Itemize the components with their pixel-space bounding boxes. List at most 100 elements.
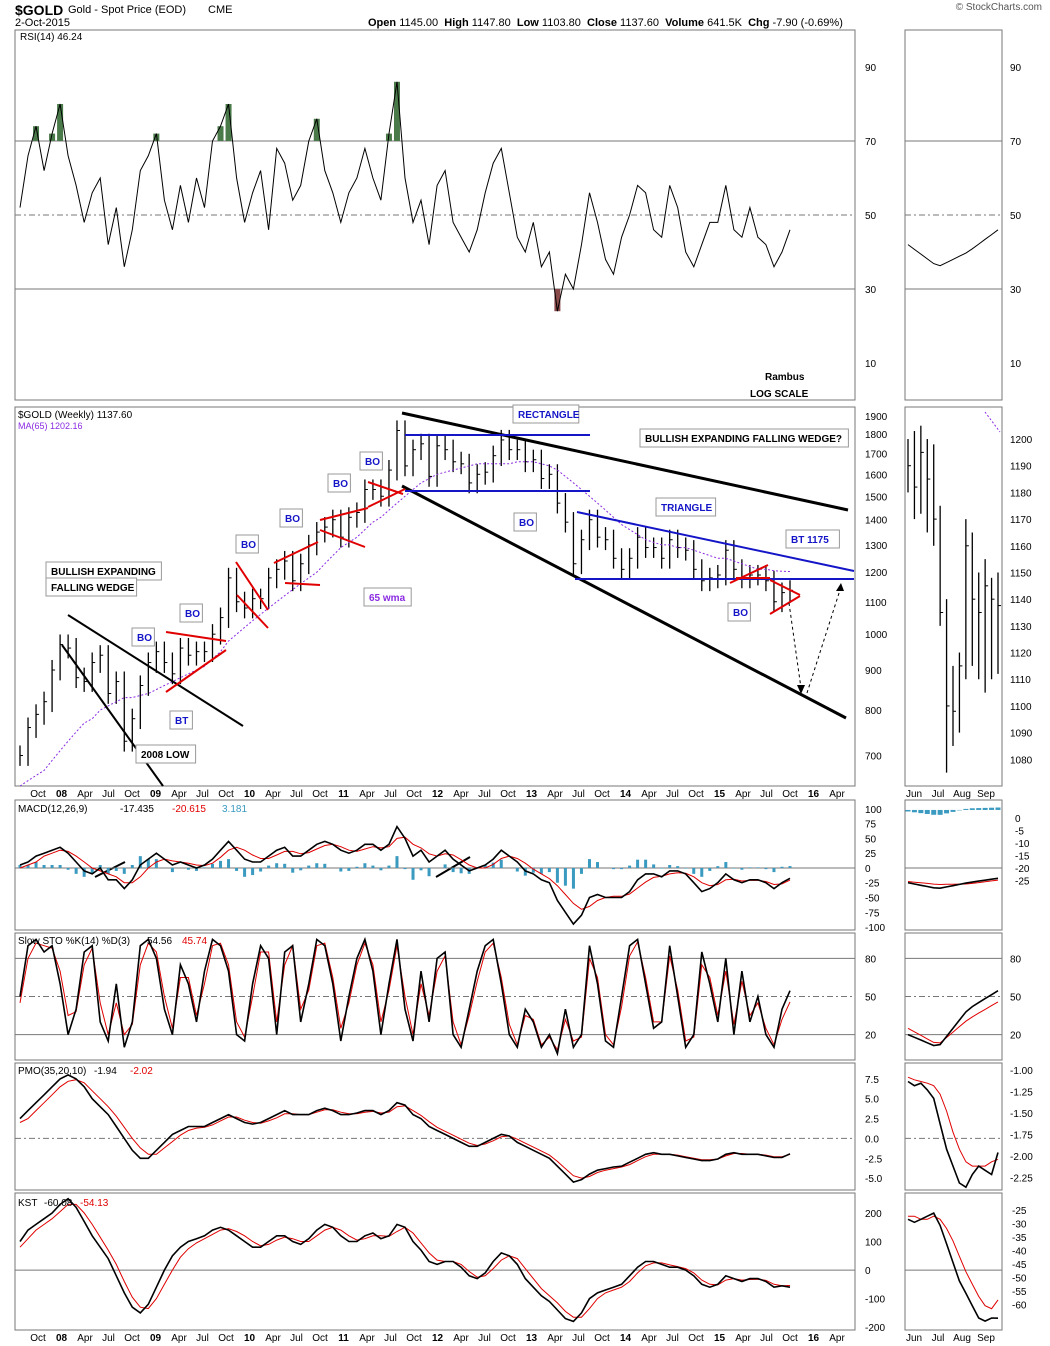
daily-tick-1200: 1200 — [1010, 435, 1033, 446]
macd-hist-bar — [764, 867, 768, 870]
exchange-label: CME — [208, 4, 233, 16]
x-axis-mid-label-13: 11 — [338, 789, 349, 800]
rsi-overbought-fill — [313, 118, 320, 141]
x-axis-label-27: Jul — [666, 1333, 679, 1344]
x-axis-label-12: Oct — [312, 1333, 328, 1344]
volume-label: Volume — [665, 17, 705, 29]
label-bo-0: BO — [137, 633, 152, 644]
macd-hist-bar — [612, 867, 616, 870]
macd-hist-bar — [547, 867, 551, 873]
x-axis-mid-label-8: Oct — [218, 789, 234, 800]
x-axis-mid-label-23: Jul — [572, 789, 585, 800]
macd-hist-bar — [18, 865, 22, 868]
macd-hist-bar — [130, 865, 134, 868]
label-bullish-wedge-left-1: BULLISH EXPANDING — [51, 567, 156, 578]
macd-hist-bar — [194, 867, 198, 871]
macd-hist-bar — [379, 867, 383, 871]
x-axis-label-22: Apr — [547, 1333, 563, 1344]
macd-hist-bar — [700, 867, 704, 877]
kst-tick-100: 100 — [865, 1238, 882, 1249]
x-axis-label-21: 13 — [526, 1333, 538, 1344]
macd-inset-hist — [918, 809, 924, 814]
pattern-line-3 — [236, 594, 269, 629]
macd-hist-bar — [98, 865, 102, 868]
macd-hist-bar — [756, 867, 760, 868]
macd-hist-bar — [531, 867, 535, 873]
rsi-tick-50: 50 — [865, 211, 877, 222]
macd-hist-bar — [483, 865, 487, 868]
rsi-line — [19, 81, 791, 312]
x-axis-label-28: Oct — [688, 1333, 704, 1344]
macd-hist-bar — [138, 856, 142, 868]
kst-value: -60.08 — [44, 1198, 73, 1209]
pmo-inset-tick-0: -1.00 — [1010, 1066, 1033, 1077]
kst-panel-frame — [14, 1192, 856, 1331]
x-axis-mid-label-31: Jul — [760, 789, 773, 800]
inset-x-label-0: Jun — [906, 1333, 922, 1344]
macd-trend-1 — [94, 861, 126, 878]
macd-hist-bar — [267, 865, 271, 868]
macd-hist-bar — [684, 867, 688, 869]
x-axis-mid-label-19: Jul — [478, 789, 491, 800]
sto-tick-20: 20 — [865, 1031, 877, 1042]
early-wedge-top-line — [67, 614, 244, 727]
macd-hist-bar — [34, 862, 38, 868]
sto-tick-50: 50 — [865, 993, 877, 1004]
wedge-top-line — [401, 411, 849, 512]
label-bo-2: BO — [241, 540, 256, 551]
label-bo-4: BO — [333, 479, 348, 490]
macd-hist-bar — [772, 867, 776, 873]
label-triangle-box — [655, 497, 717, 517]
pmo-inset-line — [907, 1080, 999, 1189]
macd-hist-bar — [275, 863, 279, 868]
macd-hist-bar — [26, 865, 30, 868]
inset-x-label-3: Sep — [977, 1333, 995, 1344]
x-axis-mid-label-14: Apr — [359, 789, 375, 800]
wedge-bottom-line — [401, 484, 847, 720]
label-bullish-wedge-left-2: FALLING WEDGE — [51, 583, 135, 594]
pmo-inset-tick-1: -1.25 — [1010, 1088, 1033, 1099]
x-axis-label-29: 15 — [714, 1333, 726, 1344]
macd-inset-hist — [982, 807, 988, 810]
x-axis-mid-label-25: 14 — [620, 789, 632, 800]
x-axis-label-15: Jul — [384, 1333, 397, 1344]
daily-tick-1110: 1110 — [1010, 675, 1031, 686]
x-axis-label-6: Apr — [171, 1333, 187, 1344]
rsi-tick-90: 90 — [865, 63, 877, 74]
daily-tick-1130: 1130 — [1010, 622, 1032, 633]
kst-inset-tick-1: -30 — [1012, 1220, 1027, 1231]
price-title: $GOLD (Weekly) 1137.60 — [18, 410, 133, 421]
inset-x-mid-label-2: Aug — [953, 789, 971, 800]
macd-hist-bar — [587, 859, 591, 868]
price-panel-inset-frame — [904, 406, 1003, 787]
x-axis-mid-label-26: Apr — [641, 789, 657, 800]
price-tick-900: 900 — [865, 666, 882, 677]
x-axis-mid-label-11: Jul — [290, 789, 303, 800]
label-bullish-wedge-left-2-box — [45, 577, 138, 597]
x-axis-mid-label-22: Apr — [547, 789, 563, 800]
macd-hist-bar — [170, 867, 174, 873]
rsi-overbought-fill — [49, 133, 56, 141]
macd-tick--75: -75 — [865, 908, 880, 919]
label-bo-7: BO — [733, 608, 748, 619]
macd-hist-bar — [515, 867, 519, 872]
sto-inset-d — [907, 1001, 999, 1044]
macd-hist-bar — [620, 867, 624, 870]
pmo-inset-tick-5: -2.25 — [1010, 1174, 1033, 1185]
macd-inset-hist — [969, 808, 975, 810]
label-bo-1: BO — [185, 609, 200, 620]
kst-tick-0: 0 — [865, 1266, 871, 1277]
macd-hist-bar — [668, 865, 672, 868]
label-rectangle-box — [512, 404, 580, 424]
macd-hist-bar — [523, 867, 527, 876]
macd-hist-bar — [652, 864, 656, 868]
pmo-label: PMO(35,20,10) — [18, 1066, 86, 1077]
pattern-line-4 — [273, 541, 319, 564]
sto-tick-80: 80 — [865, 954, 877, 965]
x-axis-label-30: Apr — [735, 1333, 751, 1344]
macd-hist-bar — [676, 866, 680, 868]
macd-hist-bar — [403, 867, 407, 870]
price-tick-1100: 1100 — [865, 598, 887, 609]
kst-panel-inset-frame — [904, 1192, 1003, 1331]
daily-tick-1080: 1080 — [1010, 755, 1033, 766]
